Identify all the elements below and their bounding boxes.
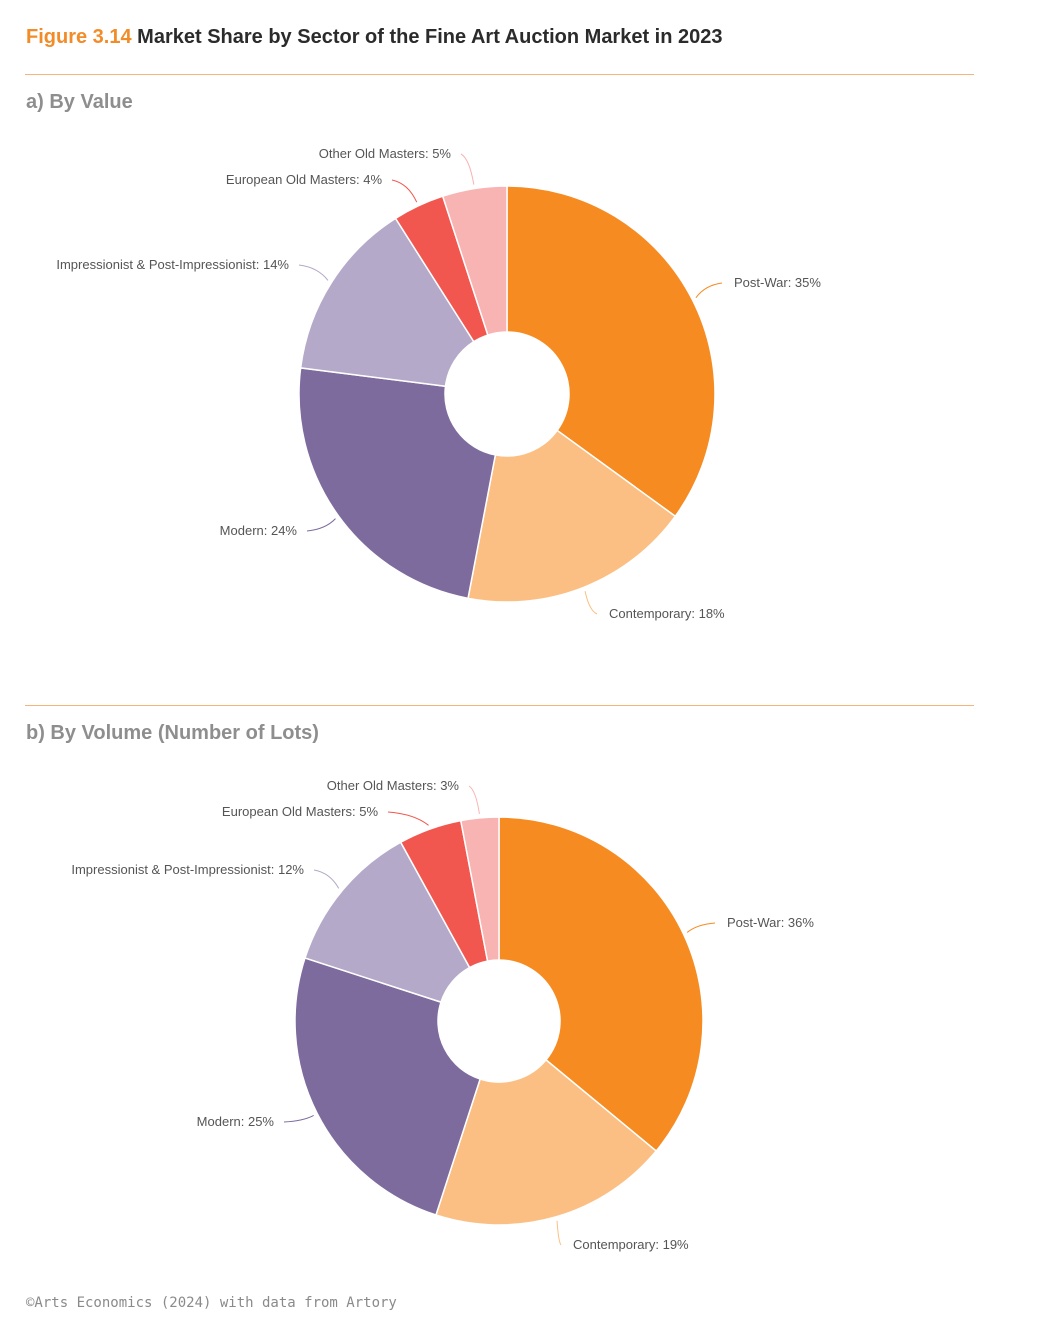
- leader-line-european-old-masters: [387, 811, 429, 826]
- slice-impressionist-and-post-impressionist: [304, 841, 471, 1004]
- data-label-impressionist-and-post-impressionist: Impressionist & Post-Impressionist: 14%: [56, 257, 289, 272]
- source-note: ©Arts Economics (2024) with data from Ar…: [26, 1295, 397, 1311]
- donut-chart-svg-b: Post-War: 36% Contemporary: 19% Modern: 25…: [71, 778, 814, 1252]
- leader-line-contemporary: [556, 1220, 562, 1246]
- donut-chart-by-value: Post-War: 35% Contemporary: 18% Modern: 24…: [0, 115, 1038, 675]
- data-label-modern: Modern: 25%: [197, 1114, 275, 1129]
- donut-chart-svg-a: Post-War: 35% Contemporary: 18% Modern: 24…: [56, 146, 821, 621]
- figure-title-text: Market Share by Sector of the Fine Art A…: [137, 26, 723, 48]
- leader-line-modern: [306, 518, 336, 532]
- data-label-modern: Modern: 24%: [220, 523, 298, 538]
- slice-other-old-masters: [459, 816, 500, 962]
- leader-line-european-old-masters: [391, 179, 418, 203]
- middle-divider: [25, 705, 974, 706]
- data-label-european-old-masters: European Old Masters: 5%: [222, 804, 379, 819]
- leader-line-impressionist-and-post-impressionist: [313, 869, 340, 889]
- slice-other-old-masters: [441, 185, 508, 336]
- data-label-contemporary: Contemporary: 18%: [609, 606, 725, 621]
- section-b-heading: b) By Volume (Number of Lots): [26, 722, 319, 744]
- data-label-post-war: Post-War: 35%: [734, 275, 821, 290]
- slice-modern: [298, 367, 497, 600]
- data-label-other-old-masters: Other Old Masters: 5%: [319, 146, 452, 161]
- leader-line-other-old-masters: [460, 153, 475, 185]
- slice-impressionist-and-post-impressionist: [299, 217, 475, 388]
- leader-line-contemporary: [584, 591, 598, 615]
- slice-post-war: [498, 816, 704, 1153]
- donut-chart-by-volume: Post-War: 36% Contemporary: 19% Modern: 25…: [0, 745, 1038, 1305]
- slice-modern: [294, 957, 482, 1216]
- section-a-heading: a) By Value: [26, 91, 133, 113]
- data-label-other-old-masters: Other Old Masters: 3%: [327, 778, 460, 793]
- data-label-impressionist-and-post-impressionist: Impressionist & Post-Impressionist: 12%: [71, 862, 304, 877]
- data-label-contemporary: Contemporary: 19%: [573, 1237, 689, 1252]
- slice-contemporary: [467, 429, 677, 603]
- leader-line-other-old-masters: [468, 785, 480, 814]
- data-label-post-war: Post-War: 36%: [727, 915, 814, 930]
- leader-line-post-war: [686, 922, 716, 933]
- figure-number: Figure 3.14: [26, 26, 132, 48]
- figure-title: Figure 3.14 Market Share by Sector of th…: [26, 26, 723, 49]
- leader-line-impressionist-and-post-impressionist: [298, 264, 329, 281]
- leader-line-modern: [283, 1114, 314, 1123]
- slice-post-war: [506, 185, 716, 518]
- top-divider: [25, 74, 974, 75]
- leader-line-post-war: [695, 282, 723, 299]
- slice-contemporary: [435, 1058, 658, 1226]
- data-label-european-old-masters: European Old Masters: 4%: [226, 172, 383, 187]
